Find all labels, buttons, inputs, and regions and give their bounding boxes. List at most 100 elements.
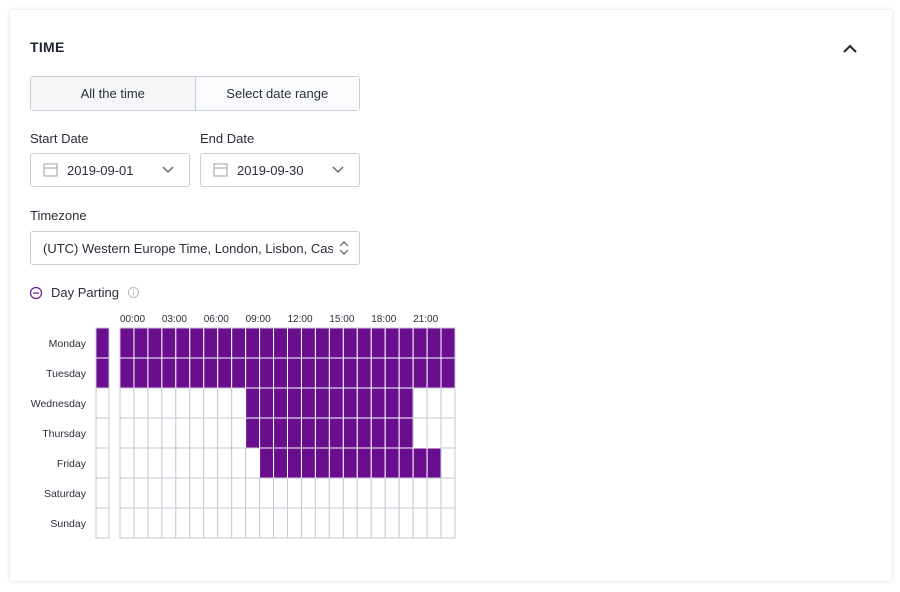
hour-cell[interactable] xyxy=(273,357,288,389)
hour-cell[interactable] xyxy=(119,327,135,359)
hour-cell[interactable] xyxy=(245,507,261,539)
hour-cell[interactable] xyxy=(245,417,261,449)
hour-cell[interactable] xyxy=(370,447,386,479)
end-date-input[interactable]: 2019-09-30 xyxy=(200,153,360,187)
hour-cell[interactable] xyxy=(356,327,372,359)
hour-cell[interactable] xyxy=(203,477,219,509)
hour-cell[interactable] xyxy=(426,507,442,539)
hour-cell[interactable] xyxy=(412,507,428,539)
hour-cell[interactable] xyxy=(133,447,149,479)
hour-cell[interactable] xyxy=(314,357,330,389)
hour-cell[interactable] xyxy=(398,327,414,359)
hour-cell[interactable] xyxy=(328,477,344,509)
hour-cell[interactable] xyxy=(426,447,442,479)
hour-cell[interactable] xyxy=(259,357,275,389)
hour-cell[interactable] xyxy=(287,357,302,389)
hour-cell[interactable] xyxy=(147,477,163,509)
hour-cell[interactable] xyxy=(384,387,400,419)
hour-cell[interactable] xyxy=(259,327,275,359)
hour-cell[interactable] xyxy=(231,447,247,479)
hour-cell[interactable] xyxy=(189,387,205,419)
hour-cell[interactable] xyxy=(217,507,233,539)
day-toggle-cell[interactable] xyxy=(95,387,110,419)
toggle-option[interactable]: Select date range xyxy=(194,77,359,110)
hour-cell[interactable] xyxy=(287,447,302,479)
hour-cell[interactable] xyxy=(231,387,247,419)
hour-cell[interactable] xyxy=(231,477,247,509)
hour-cell[interactable] xyxy=(300,327,316,359)
hour-cell[interactable] xyxy=(342,327,358,359)
hour-cell[interactable] xyxy=(189,327,205,359)
hour-cell[interactable] xyxy=(217,327,233,359)
hour-cell[interactable] xyxy=(342,507,358,539)
hour-cell[interactable] xyxy=(245,387,261,419)
hour-cell[interactable] xyxy=(412,387,428,419)
hour-cell[interactable] xyxy=(440,417,456,449)
hour-cell[interactable] xyxy=(273,447,288,479)
toggle-option[interactable]: All the time xyxy=(31,77,195,110)
collapse-icon[interactable] xyxy=(29,286,43,300)
hour-cell[interactable] xyxy=(217,417,233,449)
hour-cell[interactable] xyxy=(440,387,456,419)
hour-cell[interactable] xyxy=(314,417,330,449)
hour-cell[interactable] xyxy=(440,357,456,389)
hour-cell[interactable] xyxy=(370,357,386,389)
hour-cell[interactable] xyxy=(119,477,135,509)
hour-cell[interactable] xyxy=(161,477,177,509)
hour-cell[interactable] xyxy=(119,447,135,479)
hour-cell[interactable] xyxy=(314,507,330,539)
hour-cell[interactable] xyxy=(217,357,233,389)
hour-cell[interactable] xyxy=(259,387,275,419)
hour-cell[interactable] xyxy=(370,477,386,509)
hour-cell[interactable] xyxy=(133,477,149,509)
hour-cell[interactable] xyxy=(440,477,456,509)
day-toggle-cell[interactable] xyxy=(95,327,110,359)
hour-cell[interactable] xyxy=(328,447,344,479)
hour-cell[interactable] xyxy=(300,447,316,479)
hour-cell[interactable] xyxy=(412,327,428,359)
hour-cell[interactable] xyxy=(370,417,386,449)
hour-cell[interactable] xyxy=(133,327,149,359)
collapse-button[interactable] xyxy=(842,42,858,54)
hour-cell[interactable] xyxy=(189,357,205,389)
hour-cell[interactable] xyxy=(245,357,261,389)
start-date-input[interactable]: 2019-09-01 xyxy=(30,153,190,187)
hour-cell[interactable] xyxy=(328,327,344,359)
hour-cell[interactable] xyxy=(440,327,456,359)
hour-cell[interactable] xyxy=(342,357,358,389)
hour-cell[interactable] xyxy=(161,357,177,389)
hour-cell[interactable] xyxy=(342,417,358,449)
hour-cell[interactable] xyxy=(328,357,344,389)
hour-cell[interactable] xyxy=(287,387,302,419)
hour-cell[interactable] xyxy=(119,507,135,539)
hour-cell[interactable] xyxy=(426,327,442,359)
hour-cell[interactable] xyxy=(370,327,386,359)
hour-cell[interactable] xyxy=(203,447,219,479)
hour-cell[interactable] xyxy=(147,327,163,359)
hour-cell[interactable] xyxy=(412,357,428,389)
hour-cell[interactable] xyxy=(217,387,233,419)
hour-cell[interactable] xyxy=(231,357,247,389)
hour-cell[interactable] xyxy=(356,477,372,509)
hour-cell[interactable] xyxy=(426,417,442,449)
hour-cell[interactable] xyxy=(147,447,163,479)
hour-cell[interactable] xyxy=(217,477,233,509)
hour-cell[interactable] xyxy=(161,387,177,419)
hour-cell[interactable] xyxy=(175,417,191,449)
hour-cell[interactable] xyxy=(440,507,456,539)
hour-cell[interactable] xyxy=(398,507,414,539)
timezone-select[interactable]: (UTC) Western Europe Time, London, Lisbo… xyxy=(30,231,360,265)
hour-cell[interactable] xyxy=(203,387,219,419)
hour-cell[interactable] xyxy=(287,417,302,449)
hour-cell[interactable] xyxy=(300,507,316,539)
hour-cell[interactable] xyxy=(287,507,302,539)
hour-cell[interactable] xyxy=(175,357,191,389)
hour-cell[interactable] xyxy=(147,387,163,419)
hour-cell[interactable] xyxy=(161,417,177,449)
day-toggle-cell[interactable] xyxy=(95,477,110,509)
hour-cell[interactable] xyxy=(370,387,386,419)
hour-cell[interactable] xyxy=(356,387,372,419)
hour-cell[interactable] xyxy=(231,507,247,539)
hour-cell[interactable] xyxy=(189,417,205,449)
hour-cell[interactable] xyxy=(426,387,442,419)
